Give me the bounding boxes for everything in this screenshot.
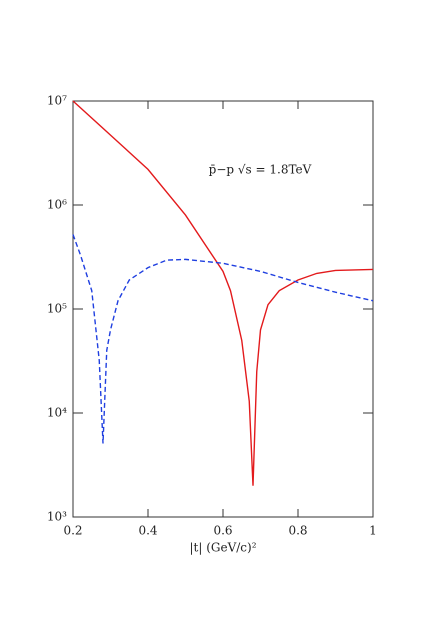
series-line	[72, 100, 374, 486]
x-tick-label: 0.4	[138, 524, 157, 538]
y-tick-label: 10⁵	[47, 302, 67, 316]
annotation: p̄−p √s = 1.8TeV	[209, 163, 312, 177]
x-axis-label: |t| (GeV/c)²	[189, 541, 256, 555]
y-tick-label: 10⁶	[47, 198, 67, 212]
y-tick-label: 10³	[47, 510, 67, 524]
x-tick-label: 1	[369, 524, 377, 538]
x-tick-label: 0.6	[213, 524, 232, 538]
y-tick-label: 10⁷	[47, 94, 67, 108]
y-tick-label: 10⁴	[47, 406, 67, 420]
x-tick-label: 0.8	[288, 524, 307, 538]
x-tick-label: 0.2	[63, 524, 82, 538]
series-line	[72, 234, 374, 444]
